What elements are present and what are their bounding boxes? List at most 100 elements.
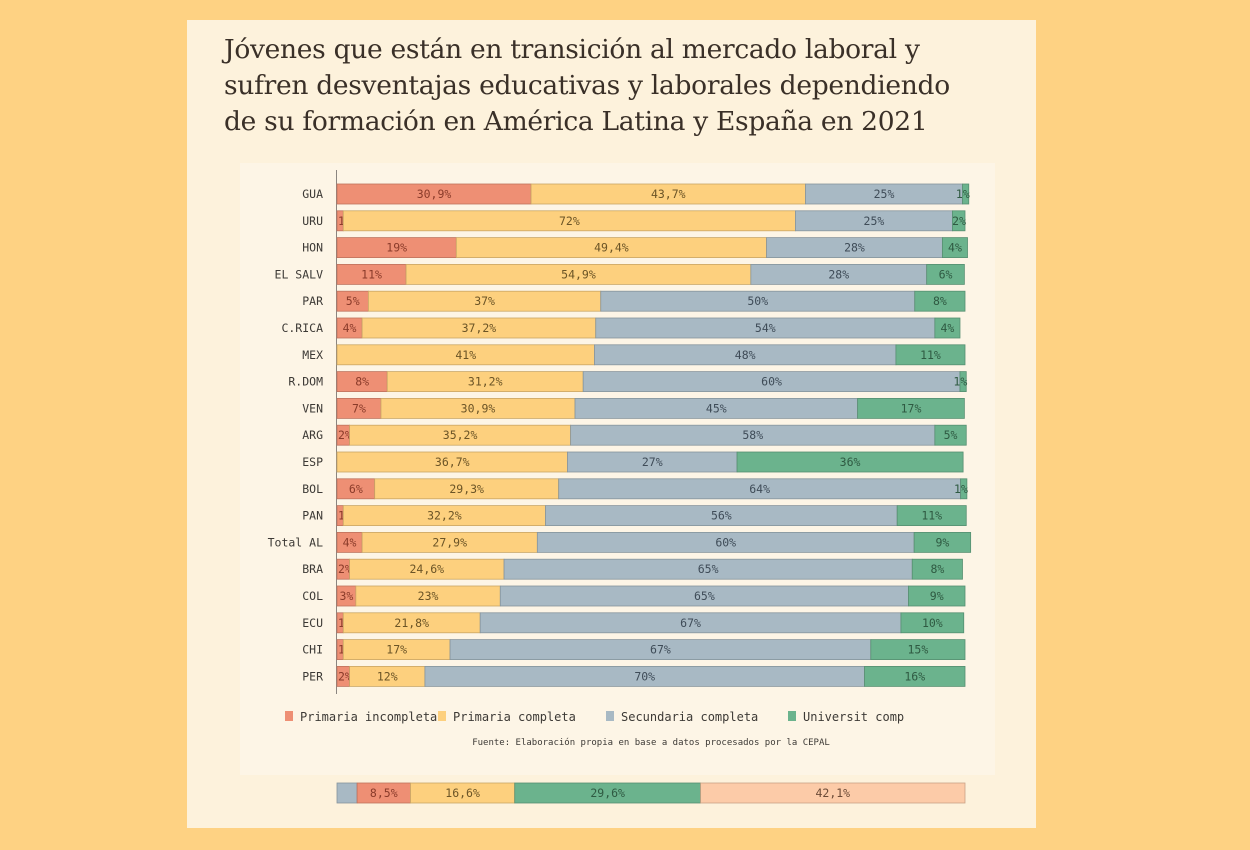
- data-label: 2%: [338, 428, 352, 442]
- data-label: 65%: [698, 562, 719, 576]
- data-label: 9%: [930, 589, 944, 603]
- summary-bar-segment-extra: [700, 782, 966, 804]
- data-label: 64%: [749, 482, 770, 496]
- legend-swatch-primaria-incompleta: [285, 711, 293, 721]
- category-label: VEN: [302, 401, 323, 415]
- category-label: CHI: [302, 643, 323, 657]
- summary-data-label: 42,1%: [815, 786, 850, 800]
- data-label: 16%: [904, 669, 925, 683]
- data-label: 4%: [940, 321, 954, 335]
- data-label: 4%: [343, 535, 357, 549]
- data-label: 17%: [901, 401, 922, 415]
- summary-data-label: 8,5%: [370, 786, 398, 800]
- data-label: 36,7%: [435, 455, 470, 469]
- bar-segment-universit-comp: [941, 237, 968, 259]
- data-label: 28%: [844, 241, 865, 255]
- data-label: 60%: [761, 375, 782, 389]
- data-label: 28%: [828, 267, 849, 281]
- data-label: 29,3%: [449, 482, 484, 496]
- data-label: 25%: [874, 187, 895, 201]
- title-line-3: de su formación en América Latina y Espa…: [224, 106, 928, 137]
- data-label: 6%: [349, 482, 363, 496]
- category-label: R.DOM: [288, 375, 323, 389]
- data-label: 43,7%: [651, 187, 686, 201]
- data-label: 60%: [715, 535, 736, 549]
- data-label: 30,9%: [461, 401, 496, 415]
- legend-label: Primaria incompleta: [300, 710, 437, 724]
- data-label: 36%: [840, 455, 861, 469]
- data-label: 31,2%: [468, 375, 503, 389]
- category-label: COL: [302, 589, 323, 603]
- data-label: 56%: [711, 509, 732, 523]
- data-label: 8%: [355, 375, 369, 389]
- category-label: Total AL: [268, 535, 323, 549]
- data-label: 11%: [920, 348, 941, 362]
- data-label: 23%: [418, 589, 439, 603]
- data-label: 2%: [952, 214, 966, 228]
- data-label: 45%: [706, 401, 727, 415]
- data-label: 24,6%: [409, 562, 444, 576]
- category-label: BOL: [302, 482, 323, 496]
- data-label: 4%: [343, 321, 357, 335]
- bar-segment-universit-comp: [900, 612, 965, 634]
- bar-segment-universit-comp: [952, 210, 966, 232]
- bar-segment-universit-comp: [962, 183, 970, 205]
- category-label: GUA: [302, 187, 323, 201]
- data-label: 12%: [377, 669, 398, 683]
- data-label: 1%: [954, 482, 968, 496]
- bar-segment-universit-comp: [913, 532, 972, 553]
- category-label: ESP: [302, 455, 323, 469]
- legend-swatch-universit-comp: [788, 711, 796, 721]
- summary-data-label: 29,6%: [590, 786, 625, 800]
- data-label: 5%: [944, 428, 958, 442]
- data-label: 67%: [650, 643, 671, 657]
- data-label: 2%: [338, 669, 352, 683]
- data-label: 50%: [747, 294, 768, 308]
- data-label: 48%: [735, 348, 756, 362]
- bar-segment-universit-comp: [895, 344, 966, 366]
- data-label: 1%: [953, 375, 967, 389]
- summary-data-label: 16,6%: [445, 786, 480, 800]
- bar-segment-universit-comp: [896, 505, 967, 527]
- category-label: EL SALV: [275, 267, 324, 281]
- bar-segment-universit-comp: [870, 639, 966, 660]
- data-label: 8%: [930, 562, 944, 576]
- data-label: 11%: [361, 267, 382, 281]
- bar-segment-universit-comp: [911, 558, 963, 580]
- data-label: 67%: [680, 616, 701, 630]
- legend-label: Secundaria completa: [621, 710, 758, 724]
- category-label: PAN: [302, 509, 323, 523]
- bar-segment-universit-comp: [934, 317, 961, 339]
- data-label: 21,8%: [394, 616, 429, 630]
- data-label: 19%: [386, 241, 407, 255]
- category-label: ARG: [302, 428, 323, 442]
- data-label: 27%: [642, 455, 663, 469]
- data-label: 11%: [921, 509, 942, 523]
- category-label: MEX: [302, 348, 323, 362]
- category-label: ECU: [302, 616, 323, 630]
- data-label: 8%: [933, 294, 947, 308]
- bar-segment-universit-comp: [926, 263, 965, 285]
- data-label: 54%: [755, 321, 776, 335]
- data-label: 49,4%: [594, 241, 629, 255]
- data-label: 6%: [939, 267, 953, 281]
- data-label: 9%: [935, 535, 949, 549]
- data-label: 70%: [634, 669, 655, 683]
- category-label: PER: [302, 669, 323, 683]
- category-label: PAR: [302, 294, 323, 308]
- legend-label: Universit comp: [803, 710, 904, 724]
- bar-segment-universit-comp: [864, 666, 966, 687]
- data-label: 65%: [694, 589, 715, 603]
- bar-segment-universit-comp: [857, 397, 965, 419]
- data-label: 5%: [346, 294, 360, 308]
- data-label: 37%: [474, 294, 495, 308]
- data-label: 4%: [948, 241, 962, 255]
- bar-segment-universit-comp: [908, 585, 966, 607]
- data-label: 58%: [742, 428, 763, 442]
- data-label: 27,9%: [432, 535, 467, 549]
- data-label: 72%: [559, 214, 580, 228]
- data-label: 17%: [386, 643, 407, 657]
- legend-label: Primaria completa: [453, 710, 576, 724]
- data-label: 2%: [338, 562, 352, 576]
- summary-bar-segment-secundaria-completa: [336, 782, 358, 804]
